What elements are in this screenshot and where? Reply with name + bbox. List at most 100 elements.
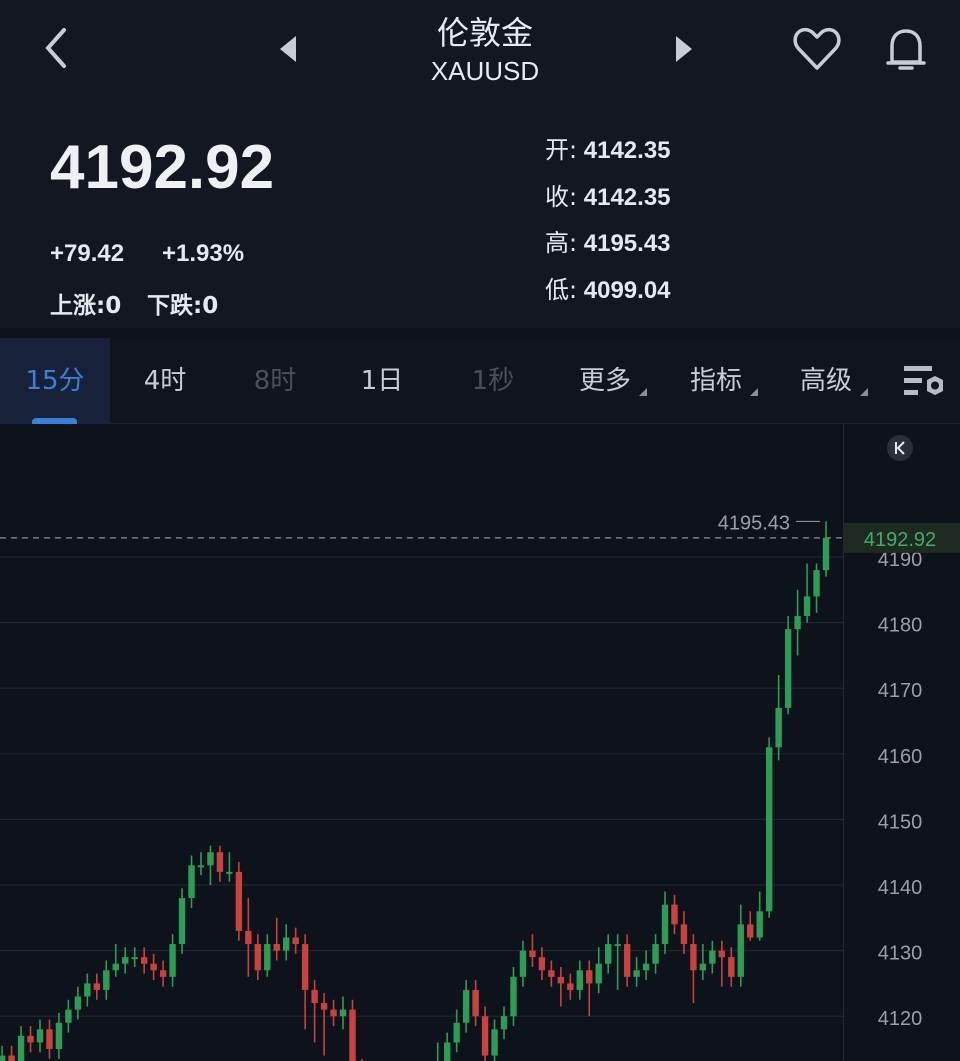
- low-value: 4099.04: [583, 277, 671, 304]
- candle-body: [718, 950, 726, 958]
- chart-settings-icon[interactable]: [902, 364, 948, 400]
- tab-1s[interactable]: 1秒: [440, 338, 546, 424]
- candle-body: [548, 970, 555, 977]
- candle-body: [8, 1055, 15, 1061]
- candle-body: [27, 1035, 34, 1043]
- active-tab-indicator: [32, 418, 77, 424]
- candle-body: [112, 963, 119, 971]
- candle-body: [301, 944, 309, 990]
- candle-body: [55, 1022, 63, 1049]
- candle-body: [207, 852, 214, 866]
- y-tick-label: 4160: [878, 746, 923, 768]
- tab-4h[interactable]: 4时: [110, 338, 220, 424]
- candle-body: [822, 537, 830, 571]
- candle-body: [765, 747, 773, 912]
- interval-tabs: 15分 4时 8时 1日 1秒 更多 指标 高级: [0, 338, 960, 424]
- candle-body: [93, 983, 101, 990]
- candle-body: [0, 1055, 6, 1061]
- y-tick-label: 4140: [878, 877, 923, 899]
- candle-body: [747, 924, 754, 938]
- bell-icon[interactable]: [884, 26, 928, 74]
- last-price: 4192.92: [50, 133, 275, 202]
- dropdown-triangle-icon: [639, 388, 647, 396]
- candle-body: [178, 898, 186, 945]
- candle-body: [529, 950, 536, 958]
- price-change: +79.42: [50, 240, 125, 267]
- candle-body: [604, 944, 612, 964]
- candle-body: [680, 924, 688, 945]
- high-stat: 高: 4195.43: [545, 223, 671, 258]
- low-label: 低:: [545, 276, 578, 304]
- heart-icon[interactable]: [792, 26, 842, 72]
- close-label: 收:: [545, 183, 578, 211]
- tab-advanced[interactable]: 高级: [796, 338, 868, 424]
- high-label: 高:: [545, 229, 578, 257]
- candle-body: [652, 944, 659, 964]
- candle-body: [339, 1009, 347, 1017]
- candle-body: [188, 865, 195, 899]
- candle-body: [661, 904, 669, 945]
- candle-body: [510, 976, 517, 1017]
- tab-8h[interactable]: 8时: [220, 338, 330, 424]
- candle-body: [283, 937, 290, 951]
- candle-body: [576, 970, 583, 990]
- candle-body: [642, 963, 650, 971]
- tab-label: 更多: [578, 366, 631, 396]
- dropdown-triangle-icon: [860, 388, 868, 396]
- close-stat: 收: 4142.35: [545, 177, 671, 212]
- dropdown-triangle-icon: [750, 388, 758, 396]
- instrument-name: 伦敦金: [436, 14, 533, 52]
- candle-body: [775, 707, 782, 748]
- chevron-left-icon[interactable]: [40, 26, 70, 70]
- tab-15min[interactable]: 15分: [0, 338, 110, 424]
- y-tick-label: 4180: [878, 615, 923, 637]
- close-value: 4142.35: [583, 184, 671, 211]
- candle-body: [292, 937, 299, 945]
- candle-body: [453, 1022, 460, 1043]
- candle-body: [462, 989, 470, 1023]
- up-count: 上涨:0: [50, 293, 122, 319]
- candle-body: [122, 957, 129, 964]
- low-stat: 低: 4099.04: [545, 270, 671, 305]
- triangle-right-icon[interactable]: [672, 34, 696, 64]
- open-value: 4142.35: [583, 137, 671, 164]
- down-count: 下跌:0: [147, 293, 219, 319]
- candle-body: [557, 976, 565, 984]
- candle-body: [500, 1016, 508, 1030]
- candle-body: [330, 1009, 337, 1017]
- tab-more[interactable]: 更多: [575, 338, 647, 424]
- y-tick-label: 4170: [878, 680, 923, 702]
- candle-body: [245, 930, 252, 945]
- y-tick-label: 4150: [878, 811, 923, 833]
- y-tick-label: 4130: [878, 943, 923, 965]
- candle-body: [273, 944, 280, 951]
- candle-body: [235, 871, 243, 931]
- tab-label: 指标: [689, 366, 742, 396]
- triangle-left-icon[interactable]: [276, 34, 300, 64]
- candle-body: [737, 924, 744, 977]
- candle-body: [803, 596, 811, 617]
- tab-1d[interactable]: 1日: [330, 338, 434, 424]
- candle-body: [813, 570, 820, 597]
- candle-body: [264, 944, 271, 971]
- candle-body: [216, 852, 224, 872]
- candle-body: [36, 1029, 44, 1043]
- last-price-label: 4192.92: [864, 529, 936, 551]
- open-stat: 开: 4142.35: [545, 130, 671, 165]
- candle-body: [254, 944, 261, 971]
- candle-body: [74, 996, 82, 1010]
- candle-body: [311, 989, 318, 1004]
- skip-to-start-icon[interactable]: [886, 434, 914, 462]
- candle-body: [784, 629, 792, 708]
- tab-label: 1秒: [471, 366, 515, 396]
- open-label: 开:: [545, 136, 578, 164]
- candle-body: [140, 957, 148, 964]
- tab-label: 15分: [25, 366, 85, 396]
- price-change-percent: +1.93%: [162, 240, 245, 267]
- candle-body: [349, 1009, 356, 1061]
- candle-body: [671, 904, 678, 925]
- candle-body: [17, 1035, 25, 1061]
- candle-body: [567, 983, 574, 990]
- tab-indicators[interactable]: 指标: [686, 338, 758, 424]
